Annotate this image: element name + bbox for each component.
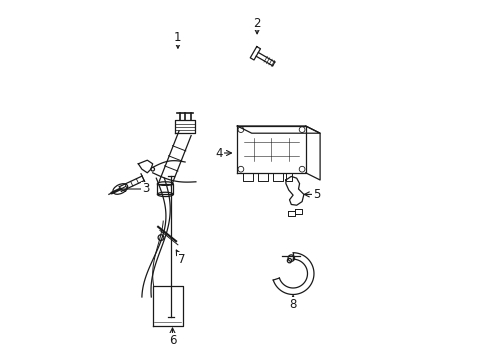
Text: 1: 1 (174, 31, 181, 44)
Text: 5: 5 (312, 188, 320, 201)
Text: 2: 2 (253, 17, 260, 30)
Text: 4: 4 (215, 147, 223, 159)
Text: 6: 6 (168, 334, 176, 347)
Text: 3: 3 (142, 183, 149, 195)
Text: 7: 7 (177, 253, 185, 266)
Text: 8: 8 (289, 298, 296, 311)
